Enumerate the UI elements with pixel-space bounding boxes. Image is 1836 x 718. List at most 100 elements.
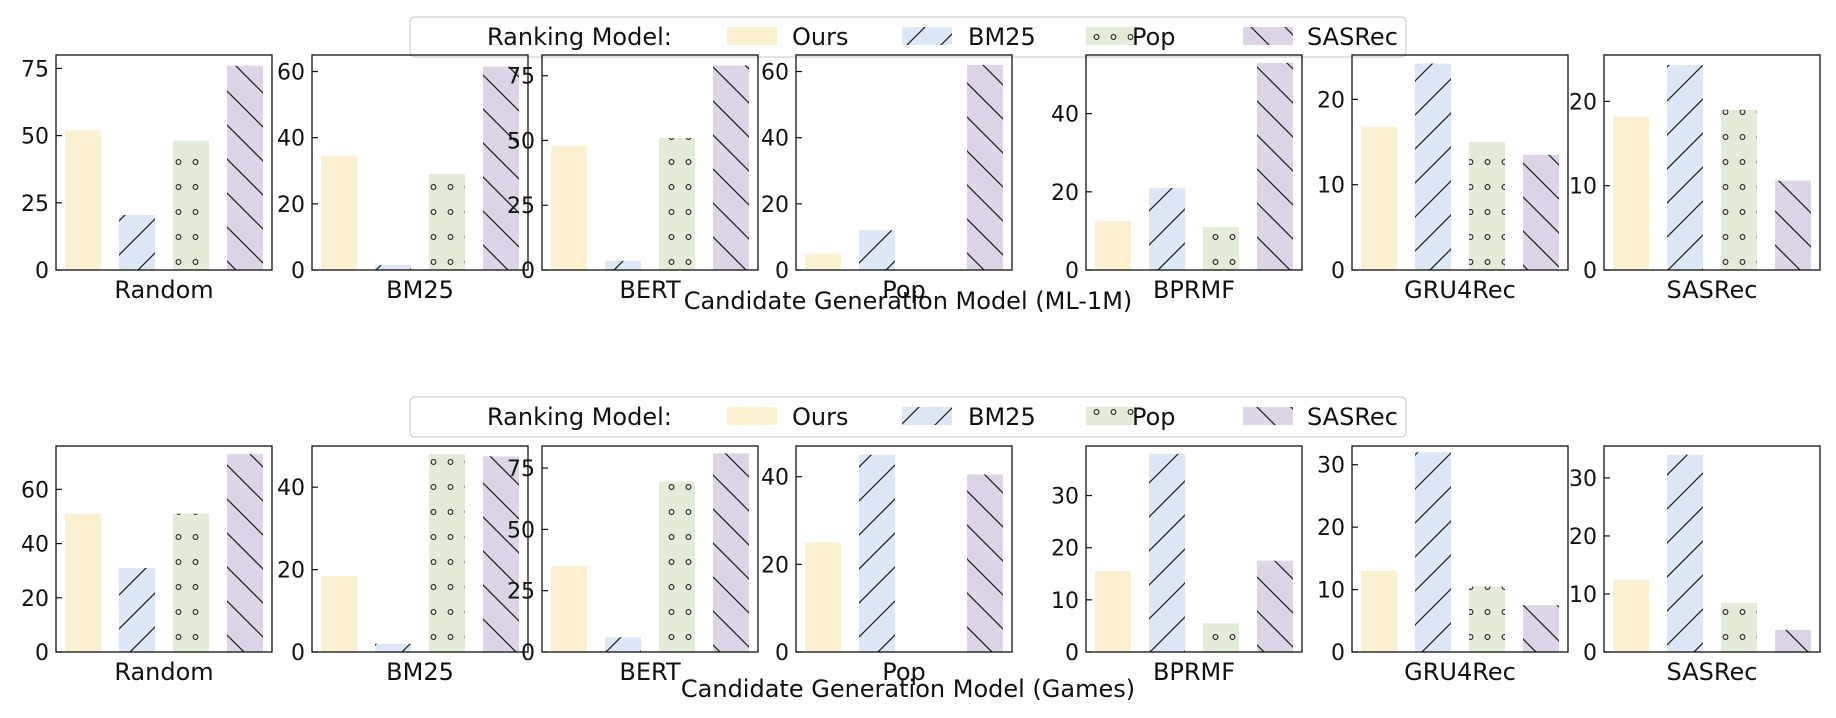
y-tick-label: 0 <box>291 259 305 284</box>
subplot-pop: 0 20 40 60 Pop <box>761 54 1013 304</box>
bar-hatch-pop-bm25 <box>859 230 895 270</box>
y-tick-label: 0 <box>35 259 49 284</box>
y-tick-label: 0 <box>1331 641 1345 666</box>
y-tick-label: 75 <box>507 457 535 482</box>
bar-hatch-sasrec-sasrec <box>1775 180 1811 270</box>
subplot-label: BERT <box>619 658 681 686</box>
y-tick-label: 40 <box>1051 103 1079 128</box>
y-tick-label: 20 <box>1317 516 1345 541</box>
bar-pop-ours <box>805 253 841 270</box>
y-tick-label: 50 <box>507 129 535 154</box>
y-tick-label: 0 <box>775 641 789 666</box>
subplot-gru4rec: 0 10 20 30 GRU4Rec <box>1317 445 1569 686</box>
y-tick-label: 20 <box>1569 90 1597 115</box>
bar-pop-ours <box>805 542 841 652</box>
y-tick-label: 10 <box>1569 583 1597 608</box>
y-tick-label: 0 <box>521 259 535 284</box>
bar-hatch-gru4rec-bm25 <box>1415 63 1451 271</box>
bar-hatch-gru4rec-bm25 <box>1415 452 1451 652</box>
bar-gru4rec-ours <box>1361 570 1397 652</box>
y-tick-label: 10 <box>1569 175 1597 200</box>
bar-hatch-bm25-pop <box>429 454 465 652</box>
bar-sasrec-ours <box>1613 579 1649 652</box>
bar-hatch-bert-sasrec <box>713 453 749 652</box>
y-tick-label: 75 <box>21 57 49 82</box>
y-tick-label: 0 <box>775 259 789 284</box>
subplot-frame <box>541 54 759 271</box>
bar-hatch-bprmf-sasrec <box>1257 560 1293 652</box>
legend-swatch-hatch-pop <box>1086 27 1136 45</box>
bar-hatch-random-bm25 <box>119 567 155 652</box>
bar-hatch-gru4rec-pop <box>1469 586 1505 652</box>
y-tick-label: 40 <box>21 533 49 558</box>
legend-label-pop: Pop <box>1132 403 1176 431</box>
legend: Ranking Model: Ours BM25 Pop SASRec <box>409 396 1407 438</box>
bar-hatch-sasrec-sasrec <box>1775 629 1811 652</box>
subplot-gru4rec: 0 10 20 GRU4Rec <box>1317 54 1569 304</box>
y-tick-label: 0 <box>1583 641 1597 666</box>
chart-row-2: Ranking Model: Ours BM25 Pop SASRec 0 20 40 60 Ra… <box>21 396 1821 703</box>
bar-random-ours <box>65 513 101 652</box>
bar-hatch-bert-pop <box>659 137 695 270</box>
y-tick-label: 60 <box>21 478 49 503</box>
y-tick-label: 20 <box>21 587 49 612</box>
y-tick-label: 20 <box>761 193 789 218</box>
bar-hatch-bprmf-sasrec <box>1257 62 1293 271</box>
y-tick-label: 20 <box>1569 525 1597 550</box>
legend-label-ours: Ours <box>792 23 848 51</box>
legend-label-ours: Ours <box>792 403 848 431</box>
bar-hatch-bm25-sasrec <box>483 66 519 270</box>
bar-hatch-sasrec-bm25 <box>1667 454 1703 652</box>
legend-label-sasrec: SASRec <box>1307 23 1398 51</box>
subplot-pop: 0 20 40 Pop <box>761 445 1013 686</box>
bar-random-ours <box>65 130 101 270</box>
subplot-label: SASRec <box>1667 658 1758 686</box>
subplot-bprmf: 0 10 20 30 BPRMF <box>1051 445 1303 686</box>
legend-swatch-ours <box>727 407 777 425</box>
subplot-label: BPRMF <box>1153 276 1235 304</box>
y-tick-label: 40 <box>761 127 789 152</box>
x-axis-label: Candidate Generation Model (Games) <box>681 675 1135 703</box>
bar-hatch-random-pop <box>173 141 209 270</box>
legend-label-bm25: BM25 <box>968 23 1036 51</box>
y-tick-label: 20 <box>1317 88 1345 113</box>
bar-hatch-gru4rec-pop <box>1469 142 1505 270</box>
bar-bm25-ours <box>321 155 357 270</box>
subplot-sasrec: 0 10 20 30 SASRec <box>1569 445 1821 686</box>
y-tick-label: 10 <box>1317 579 1345 604</box>
bar-hatch-bm25-bm25 <box>375 265 411 270</box>
bar-gru4rec-ours <box>1361 126 1397 271</box>
bar-hatch-bert-sasrec <box>713 65 749 270</box>
subplot-label: GRU4Rec <box>1404 276 1516 304</box>
subplot-sasrec: 0 10 20 SASRec <box>1569 54 1821 304</box>
subplot-frame <box>795 54 1013 271</box>
subplot-frame <box>55 445 273 653</box>
bar-hatch-bprmf-pop <box>1203 227 1239 270</box>
bar-bprmf-ours <box>1095 221 1131 270</box>
subplot-frame <box>795 445 1013 653</box>
bar-hatch-sasrec-pop <box>1721 602 1757 652</box>
y-tick-label: 10 <box>1051 589 1079 614</box>
subplot-bm25: 0 20 40 60 BM25 <box>277 54 529 304</box>
bar-hatch-pop-sasrec <box>967 64 1003 270</box>
subplot-bert: 0 25 50 75 BERT <box>507 54 759 304</box>
bar-hatch-bert-pop <box>659 481 695 652</box>
subplot-label: BM25 <box>386 658 454 686</box>
bar-sasrec-ours <box>1613 116 1649 271</box>
y-tick-label: 30 <box>1051 485 1079 510</box>
bar-bert-ours <box>551 566 587 652</box>
subplot-frame <box>1085 54 1303 271</box>
bar-hatch-gru4rec-sasrec <box>1523 154 1559 270</box>
y-tick-label: 10 <box>1317 174 1345 199</box>
subplot-frame <box>541 445 759 653</box>
bar-hatch-bprmf-bm25 <box>1149 187 1185 270</box>
bar-hatch-gru4rec-sasrec <box>1523 605 1559 652</box>
y-tick-label: 50 <box>507 518 535 543</box>
subplot-frame <box>1603 54 1821 271</box>
y-tick-label: 25 <box>507 580 535 605</box>
y-tick-label: 0 <box>1065 641 1079 666</box>
subplot-label: BERT <box>619 276 681 304</box>
bar-bm25-ours <box>321 575 357 652</box>
y-tick-label: 0 <box>1065 259 1079 284</box>
